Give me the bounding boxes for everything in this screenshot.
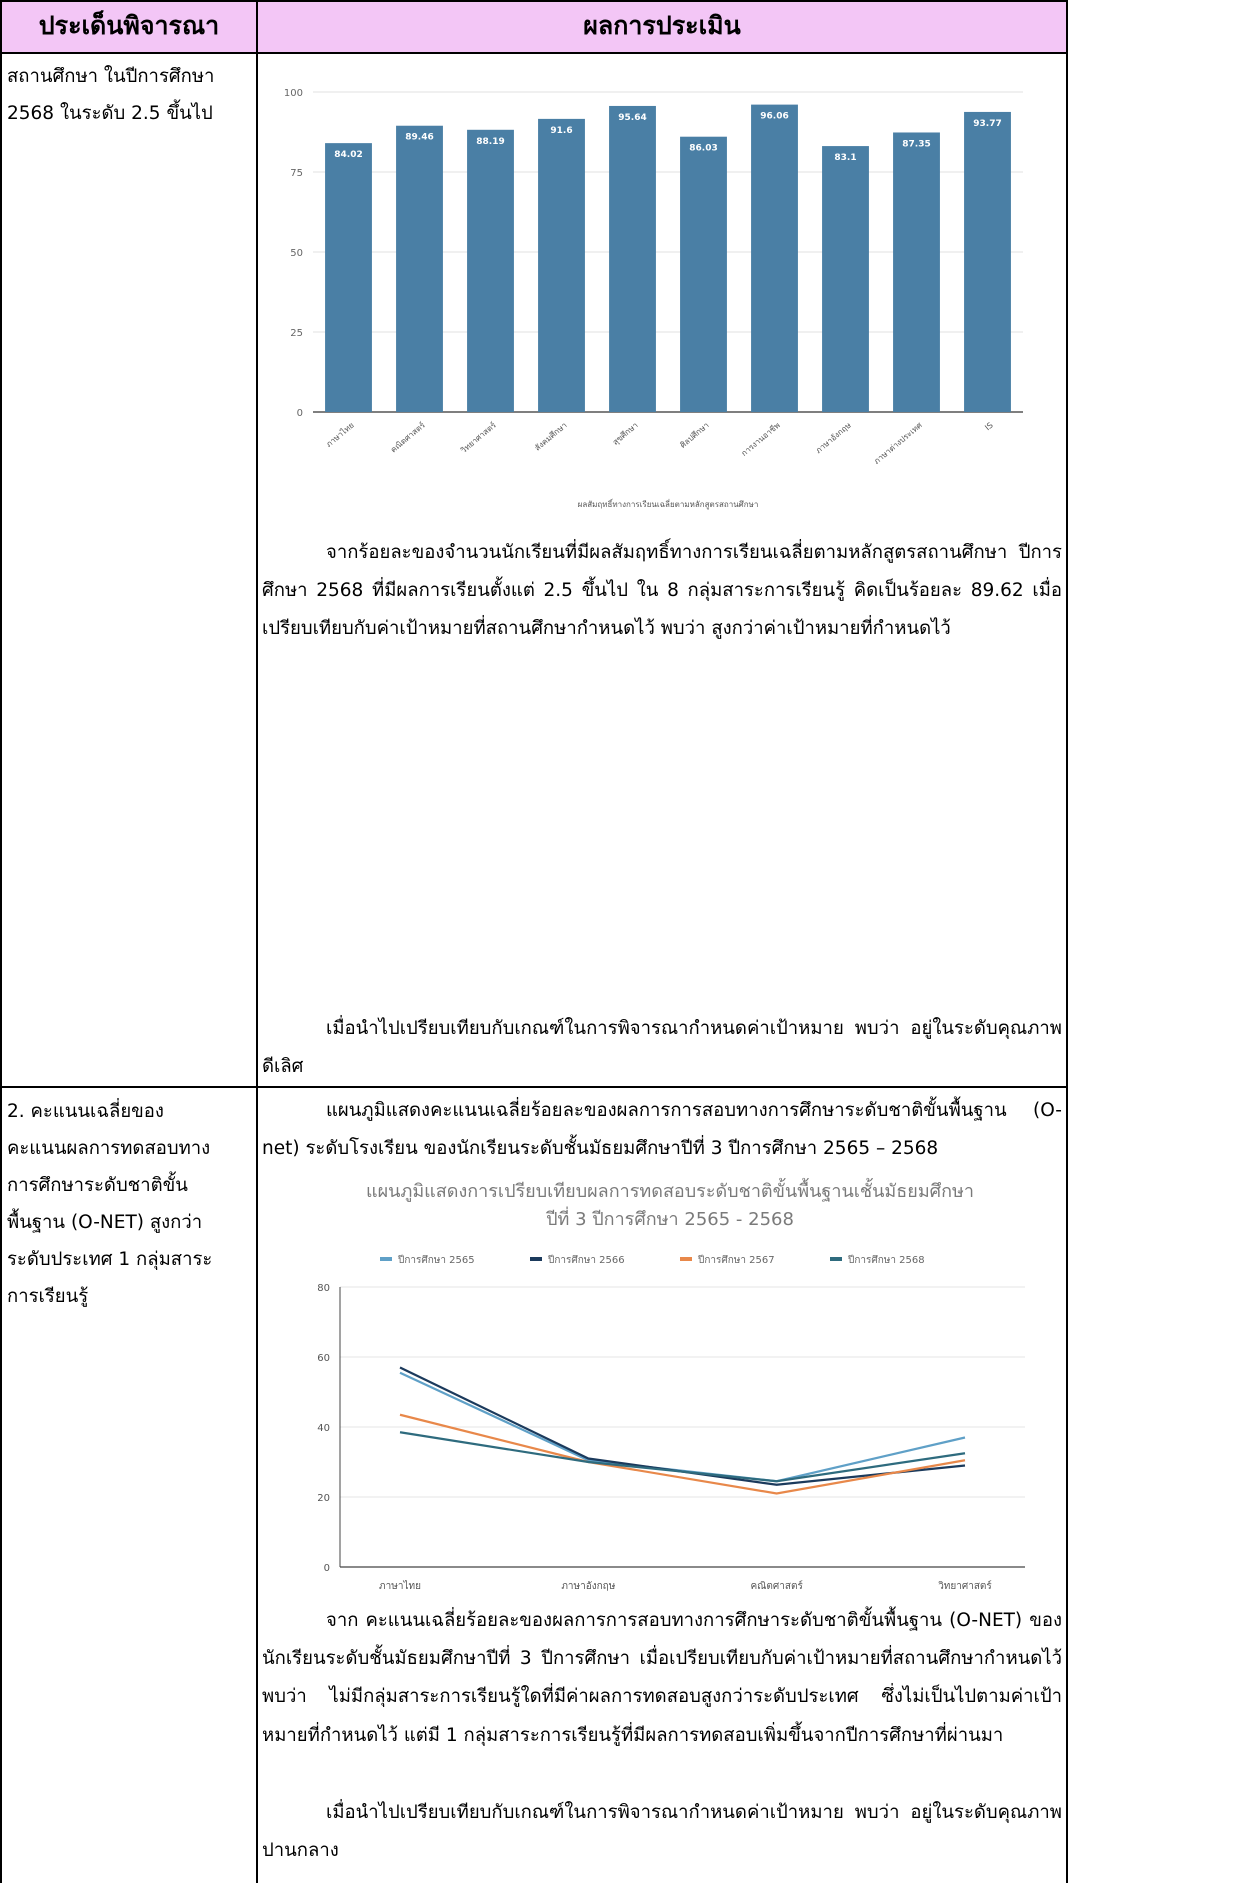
series-line — [399, 1366, 966, 1486]
y-tick-label: 0 — [324, 1563, 330, 1574]
bar-value-label: 84.02 — [334, 150, 362, 160]
row2-criteria-line: ระดับประเทศ 1 กลุ่มสาระ — [7, 1249, 213, 1270]
row1-criteria-line: สถานศึกษา ในปีการศึกษา — [7, 66, 215, 87]
row2-paragraph-2: เมื่อนำไปเปรียบเทียบกับเกณฑ์ในการพิจารณา… — [262, 1794, 1062, 1870]
table-border-right — [1066, 0, 1068, 1883]
bar-value-label: 86.03 — [689, 144, 717, 154]
x-tick-label: ภาษาอังกฤษ — [814, 421, 853, 456]
row1-paragraph-1-text: จากร้อยละของจำนวนนักเรียนที่มีผลสัมฤทธิ์… — [262, 542, 1062, 640]
table-border-middle — [256, 0, 258, 1883]
x-tick-label: วิทยาศาสตร์ — [458, 419, 498, 455]
legend-label: ปีการศึกษา 2567 — [697, 1254, 774, 1266]
row1-paragraph-1: จากร้อยละของจำนวนนักเรียนที่มีผลสัมฤทธิ์… — [262, 534, 1062, 649]
bar — [964, 111, 1011, 412]
row1-paragraph-2-text: เมื่อนำไปเปรียบเทียบกับเกณฑ์ในการพิจารณา… — [262, 1018, 1062, 1078]
x-tick-label: คณิตศาสตร์ — [750, 1580, 803, 1592]
table-border-top — [0, 0, 1067, 2]
y-tick-label: 25 — [290, 328, 303, 339]
bar-value-label: 88.19 — [476, 137, 504, 147]
bar-value-label: 96.06 — [760, 112, 788, 122]
y-tick-label: 40 — [317, 1423, 330, 1434]
row2-paragraph-1: จาก คะแนนเฉลี่ยร้อยละของผลการการสอบทางกา… — [262, 1602, 1062, 1755]
x-tick-label: สังคมศึกษา — [533, 421, 569, 453]
table-border-left — [0, 0, 2, 1883]
bar — [467, 129, 514, 412]
legend-label: ปีการศึกษา 2565 — [397, 1254, 474, 1266]
header-result-label: ผลการประเมิน — [583, 11, 741, 40]
bar-chart: 0 25 50 75 100 84.02 ภาษาไทย 89.46 คณิตศาสตร์ 88.… — [284, 88, 1023, 510]
row2-criteria-line: พื้นฐาน (O-NET) สูงกว่า — [7, 1212, 203, 1233]
y-tick-label: 50 — [290, 248, 303, 259]
x-tick-label: IS — [983, 421, 994, 433]
row2-criteria-line: คะแนนผลการทดสอบทาง — [7, 1138, 211, 1159]
bar — [822, 146, 869, 412]
row2-intro-text: แผนภูมิแสดงคะแนนเฉลี่ยร้อยละของผลการการส… — [262, 1100, 1062, 1160]
y-tick-label: 60 — [317, 1353, 330, 1364]
row-divider — [0, 1086, 1067, 1088]
x-tick-label: สุขศึกษา — [611, 421, 640, 447]
y-tick-label: 75 — [290, 168, 303, 179]
x-tick-label: ศิลปศึกษา — [678, 421, 710, 450]
x-tick-label: การงานอาชีพ — [740, 421, 782, 458]
chart-title: ปีที่ 3 ปีการศึกษา 2565 - 2568 — [546, 1206, 794, 1230]
bar — [325, 143, 372, 413]
legend-label: ปีการศึกษา 2568 — [847, 1254, 924, 1266]
bar-value-label: 95.64 — [618, 113, 646, 123]
y-tick-label: 100 — [284, 88, 303, 99]
row2-criteria-line: การศึกษาระดับชาติขั้น — [7, 1175, 188, 1196]
row1-criteria: สถานศึกษา ในปีการศึกษา 2568 ในระดับ 2.5 … — [7, 58, 252, 132]
legend-label: ปีการศึกษา 2566 — [547, 1254, 624, 1266]
x-tick-label: ภาษาไทย — [379, 1580, 421, 1592]
header-divider — [0, 52, 1067, 54]
bar — [396, 125, 443, 412]
row2-paragraph-2-text: เมื่อนำไปเปรียบเทียบกับเกณฑ์ในการพิจารณา… — [262, 1802, 1062, 1862]
y-tick-label: 80 — [317, 1283, 330, 1294]
x-axis-title: ผลสัมฤทธิ์ทางการเรียนเฉลี่ยตามหลักสูตรสถ… — [578, 498, 759, 510]
y-tick-label: 20 — [317, 1493, 330, 1504]
header-cell-criteria: ประเด็นพิจารณา — [1, 0, 257, 52]
series-line — [399, 1413, 966, 1495]
row2-criteria: 2. คะแนนเฉลี่ยของ คะแนนผลการทดสอบทาง การ… — [7, 1093, 252, 1315]
bar-value-label: 93.77 — [973, 119, 1001, 129]
bar — [609, 105, 656, 412]
x-tick-label: ภาษาไทย — [324, 421, 355, 449]
row2-paragraph-1-text: จาก คะแนนเฉลี่ยร้อยละของผลการการสอบทางกา… — [262, 1610, 1062, 1746]
bar — [538, 118, 585, 412]
header-cell-result: ผลการประเมิน — [257, 0, 1067, 52]
row1-criteria-line: 2568 ในระดับ 2.5 ขึ้นไป — [7, 103, 213, 124]
bar-value-label: 83.1 — [834, 153, 856, 163]
x-tick-label: วิทยาศาสตร์ — [938, 1580, 993, 1592]
series-line — [399, 1431, 966, 1483]
bar-value-label: 89.46 — [405, 133, 433, 143]
row2-criteria-line: 2. คะแนนเฉลี่ยของ — [7, 1101, 164, 1122]
bar — [893, 132, 940, 413]
x-tick-label: ภาษาอังกฤษ — [561, 1581, 615, 1592]
row2-criteria-line: การเรียนรู้ — [7, 1286, 89, 1307]
bar-value-label: 91.6 — [550, 126, 572, 136]
x-tick-label: คณิตศาสตร์ — [388, 419, 427, 454]
bar-value-label: 87.35 — [902, 139, 930, 149]
row2-intro: แผนภูมิแสดงคะแนนเฉลี่ยร้อยละของผลการการส… — [262, 1092, 1062, 1168]
y-tick-label: 0 — [297, 408, 303, 419]
chart-title: แผนภูมิแสดงการเปรียบเทียบผลการทดสอบระดับ… — [366, 1178, 974, 1202]
bar — [680, 136, 727, 412]
row1-paragraph-2: เมื่อนำไปเปรียบเทียบกับเกณฑ์ในการพิจารณา… — [262, 1010, 1062, 1086]
header-criteria-label: ประเด็นพิจารณา — [38, 11, 220, 40]
line-chart: แผนภูมิแสดงการเปรียบเทียบผลการทดสอบระดับ… — [317, 1178, 1025, 1592]
x-tick-label: ภาษาต่างประเทศ — [872, 421, 924, 466]
bar — [751, 104, 798, 412]
